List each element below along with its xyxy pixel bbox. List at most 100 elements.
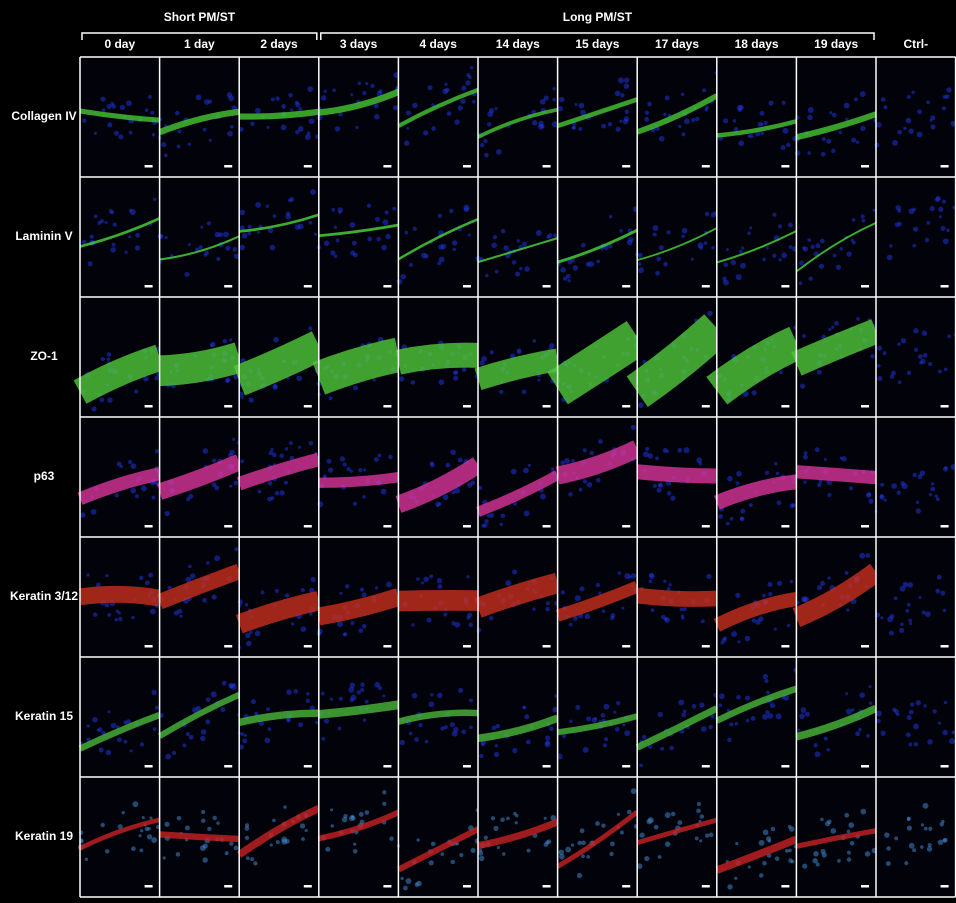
page: 0 day1 day2 days3 days4 days14 days15 da… xyxy=(0,0,956,903)
scale-bar xyxy=(622,525,630,528)
nucleus xyxy=(869,701,872,704)
nucleus xyxy=(305,829,308,832)
nucleus xyxy=(427,618,432,623)
nucleus xyxy=(470,66,473,69)
micrograph xyxy=(717,657,799,777)
nucleus xyxy=(772,213,776,217)
nucleus xyxy=(935,589,940,594)
nucleus xyxy=(859,692,865,698)
nucleus xyxy=(733,119,736,122)
nucleus xyxy=(747,231,751,235)
column-label: 19 days xyxy=(814,37,858,51)
nucleus xyxy=(154,376,158,380)
nucleus xyxy=(596,260,600,264)
nucleus xyxy=(295,101,299,105)
nucleus xyxy=(608,244,612,248)
nucleus xyxy=(588,261,594,267)
scale-bar xyxy=(543,645,551,648)
scale-bar xyxy=(941,405,949,408)
nucleus xyxy=(906,118,912,124)
nucleus xyxy=(896,713,899,716)
nucleus xyxy=(94,215,98,219)
nucleus xyxy=(223,232,229,238)
scale-bar xyxy=(304,645,312,648)
nucleus xyxy=(745,636,750,641)
nucleus xyxy=(350,93,353,96)
nucleus xyxy=(155,449,159,453)
nucleus xyxy=(310,189,316,195)
nucleus xyxy=(628,237,634,243)
nucleus xyxy=(479,754,483,758)
nucleus xyxy=(467,613,472,618)
nucleus xyxy=(916,508,921,513)
nucleus xyxy=(416,577,420,581)
nucleus xyxy=(737,105,743,111)
nucleus xyxy=(102,108,106,112)
nucleus xyxy=(803,480,806,483)
nucleus xyxy=(135,233,140,238)
nucleus xyxy=(348,687,354,693)
nucleus xyxy=(644,856,649,861)
nucleus xyxy=(781,253,787,259)
nucleus xyxy=(789,245,793,249)
nucleus xyxy=(768,582,773,587)
nucleus xyxy=(350,698,354,702)
nucleus xyxy=(909,208,915,214)
nucleus xyxy=(270,844,273,847)
nucleus xyxy=(220,707,225,712)
nucleus xyxy=(762,594,766,598)
nucleus xyxy=(862,219,866,223)
column-label: 4 days xyxy=(420,37,458,51)
nucleus xyxy=(669,746,674,751)
nucleus xyxy=(250,857,254,861)
nucleus xyxy=(107,122,112,127)
nucleus xyxy=(769,100,774,105)
nucleus xyxy=(777,581,782,586)
nucleus xyxy=(469,623,473,627)
micrograph xyxy=(319,657,399,777)
nucleus xyxy=(323,474,326,477)
nucleus xyxy=(759,873,764,878)
nucleus xyxy=(418,723,422,727)
nucleus xyxy=(729,722,733,726)
nucleus xyxy=(766,246,769,249)
micrograph xyxy=(398,297,479,417)
nucleus xyxy=(133,801,139,807)
nucleus xyxy=(559,854,565,860)
nucleus xyxy=(800,384,805,389)
nucleus xyxy=(462,367,467,372)
micrograph xyxy=(557,657,638,777)
nucleus xyxy=(522,706,525,709)
nucleus xyxy=(917,132,923,138)
nucleus xyxy=(923,704,926,707)
nucleus xyxy=(479,360,484,365)
nucleus xyxy=(188,143,191,146)
nucleus xyxy=(692,704,697,709)
nucleus xyxy=(779,370,783,374)
nucleus xyxy=(345,584,349,588)
nucleus xyxy=(253,861,257,865)
scale-bar xyxy=(702,405,710,408)
nucleus xyxy=(844,813,849,818)
nucleus xyxy=(357,81,361,85)
nucleus xyxy=(524,266,529,271)
scale-bar xyxy=(622,765,630,768)
nucleus xyxy=(437,578,442,583)
nucleus xyxy=(819,264,824,269)
nucleus xyxy=(161,142,166,147)
nucleus xyxy=(751,390,756,395)
nucleus xyxy=(658,483,663,488)
nucleus xyxy=(484,836,488,840)
nucleus xyxy=(374,457,379,462)
nucleus xyxy=(933,709,937,713)
nucleus xyxy=(308,326,312,330)
nucleus xyxy=(257,231,260,234)
nucleus xyxy=(545,607,550,612)
nucleus xyxy=(375,586,378,589)
nucleus xyxy=(763,674,768,679)
row-label: Collagen IV xyxy=(11,109,76,123)
scale-bar xyxy=(861,405,869,408)
nucleus xyxy=(638,402,644,408)
nucleus xyxy=(766,691,770,695)
nucleus xyxy=(269,451,274,456)
